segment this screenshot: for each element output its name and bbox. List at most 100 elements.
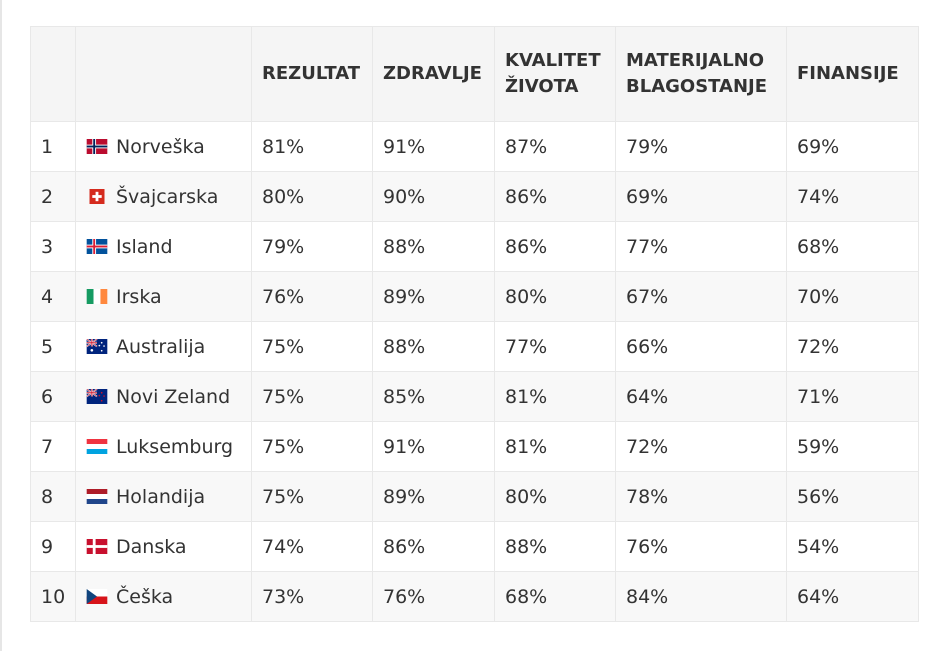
rank-cell: 3 (30, 221, 76, 272)
australia-flag-icon (86, 338, 108, 354)
materijalno-cell: 78% (615, 471, 787, 522)
finansije-cell: 69% (786, 121, 919, 172)
rezultat-cell: 75% (251, 371, 373, 422)
materijalno-cell: 66% (615, 321, 787, 372)
rezultat-cell: 80% (251, 171, 373, 222)
country-cell: Island (75, 221, 252, 272)
header-rank (30, 26, 76, 122)
table-row: 7 Luksemburg 75% 91% 81% 72% 59% (30, 421, 919, 472)
kvalitet-cell: 77% (494, 321, 616, 372)
header-materijalno-blagostanje: MATERIJALNO BLAGOSTANJE (615, 26, 787, 122)
ranking-table: REZULTAT ZDRAVLJE KVALITET ŽIVOTA MATERI… (30, 26, 919, 622)
country-name: Holandija (116, 485, 206, 508)
country-cell: Češka (75, 571, 252, 622)
switzerland-flag-icon (86, 188, 108, 204)
rezultat-cell: 79% (251, 221, 373, 272)
finansije-cell: 54% (786, 521, 919, 572)
country-name: Island (116, 235, 173, 258)
rank-cell: 7 (30, 421, 76, 472)
materijalno-cell: 67% (615, 271, 787, 322)
zdravlje-cell: 90% (372, 171, 495, 222)
kvalitet-cell: 68% (494, 571, 616, 622)
header-row: REZULTAT ZDRAVLJE KVALITET ŽIVOTA MATERI… (30, 26, 919, 122)
rezultat-cell: 75% (251, 421, 373, 472)
materijalno-cell: 79% (615, 121, 787, 172)
zdravlje-cell: 88% (372, 221, 495, 272)
rezultat-cell: 75% (251, 471, 373, 522)
rank-cell: 10 (30, 571, 76, 622)
rezultat-cell: 76% (251, 271, 373, 322)
table-body: 1 Norveška 81% 91% 87% 79% 69% 2 Šva (30, 121, 919, 622)
rank-cell: 6 (30, 371, 76, 422)
kvalitet-cell: 88% (494, 521, 616, 572)
table-row: 9 Danska 74% 86% 88% 76% 54% (30, 521, 919, 572)
table-row: 6 Novi Zeland 75% 85% 81% 64% 71% (30, 371, 919, 422)
materijalno-cell: 76% (615, 521, 787, 572)
finansije-cell: 72% (786, 321, 919, 372)
country-cell: Australija (75, 321, 252, 372)
country-name: Danska (116, 535, 187, 558)
rank-cell: 8 (30, 471, 76, 522)
zdravlje-cell: 85% (372, 371, 495, 422)
denmark-flag-icon (86, 538, 108, 554)
country-name: Australija (116, 335, 206, 358)
page-left-border (0, 0, 2, 651)
luxembourg-flag-icon (86, 438, 108, 454)
kvalitet-cell: 80% (494, 271, 616, 322)
finansije-cell: 70% (786, 271, 919, 322)
country-cell: Danska (75, 521, 252, 572)
table-row: 10 Češka 73% 76% 68% 84% 64% (30, 571, 919, 622)
country-cell: Švajcarska (75, 171, 252, 222)
zdravlje-cell: 88% (372, 321, 495, 372)
czechia-flag-icon (86, 588, 108, 604)
finansije-cell: 74% (786, 171, 919, 222)
header-country (75, 26, 252, 122)
country-name: Irska (116, 285, 162, 308)
country-cell: Holandija (75, 471, 252, 522)
table-row: 1 Norveška 81% 91% 87% 79% 69% (30, 121, 919, 172)
rank-cell: 5 (30, 321, 76, 372)
kvalitet-cell: 80% (494, 471, 616, 522)
header-finansije: FINANSIJE (786, 26, 919, 122)
ranking-table-container: REZULTAT ZDRAVLJE KVALITET ŽIVOTA MATERI… (30, 26, 919, 622)
rank-cell: 2 (30, 171, 76, 222)
country-cell: Irska (75, 271, 252, 322)
table-row: 2 Švajcarska 80% 90% 86% 69% 74% (30, 171, 919, 222)
country-name: Švajcarska (116, 185, 219, 208)
finansije-cell: 59% (786, 421, 919, 472)
header-kvalitet-zivota: KVALITET ŽIVOTA (494, 26, 616, 122)
country-cell: Norveška (75, 121, 252, 172)
kvalitet-cell: 86% (494, 221, 616, 272)
zdravlje-cell: 91% (372, 421, 495, 472)
materijalno-cell: 64% (615, 371, 787, 422)
table-row: 8 Holandija 75% 89% 80% 78% 56% (30, 471, 919, 522)
materijalno-cell: 84% (615, 571, 787, 622)
rezultat-cell: 81% (251, 121, 373, 172)
kvalitet-cell: 86% (494, 171, 616, 222)
materijalno-cell: 77% (615, 221, 787, 272)
iceland-flag-icon (86, 238, 108, 254)
country-name: Novi Zeland (116, 385, 231, 408)
table-header: REZULTAT ZDRAVLJE KVALITET ŽIVOTA MATERI… (30, 26, 919, 122)
materijalno-cell: 72% (615, 421, 787, 472)
kvalitet-cell: 81% (494, 421, 616, 472)
zdravlje-cell: 91% (372, 121, 495, 172)
rank-cell: 9 (30, 521, 76, 572)
country-name: Luksemburg (116, 435, 234, 458)
zdravlje-cell: 89% (372, 271, 495, 322)
kvalitet-cell: 81% (494, 371, 616, 422)
materijalno-cell: 69% (615, 171, 787, 222)
country-name: Češka (116, 585, 174, 608)
header-zdravlje: ZDRAVLJE (372, 26, 495, 122)
new-zealand-flag-icon (86, 388, 108, 404)
country-cell: Luksemburg (75, 421, 252, 472)
finansije-cell: 71% (786, 371, 919, 422)
header-rezultat: REZULTAT (251, 26, 373, 122)
rezultat-cell: 73% (251, 571, 373, 622)
rank-cell: 1 (30, 121, 76, 172)
table-row: 4 Irska 76% 89% 80% 67% 70% (30, 271, 919, 322)
netherlands-flag-icon (86, 488, 108, 504)
rezultat-cell: 75% (251, 321, 373, 372)
norway-flag-icon (86, 138, 108, 154)
country-cell: Novi Zeland (75, 371, 252, 422)
